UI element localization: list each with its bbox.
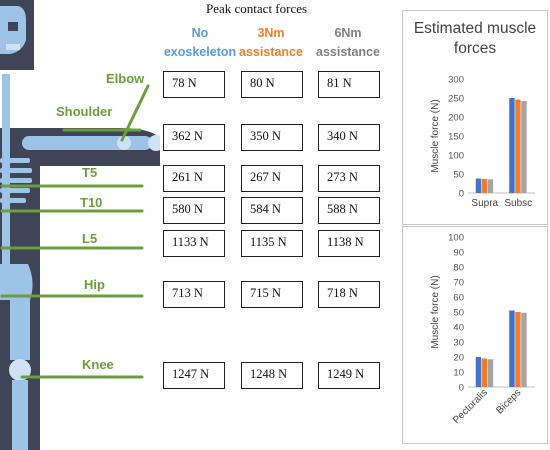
joint-label-t10: T10 (80, 195, 103, 210)
y-tick-label: 70 (453, 278, 464, 289)
value-knee-6nm: 1249 N (318, 362, 380, 389)
value-t10-6nm: 588 N (318, 197, 380, 224)
category-label: Biceps (494, 387, 523, 416)
column-header-line1: 3Nm (257, 26, 285, 40)
y-tick-label: 90 (453, 248, 464, 259)
chart-panel-top: Estimated muscle forces 0 50 100 150 200 250 3… (402, 10, 548, 225)
y-tick-label: 250 (448, 94, 464, 105)
value-l5-no-exo: 1133 N (163, 230, 225, 257)
value-shoulder-3nm: 350 N (241, 124, 303, 151)
bar-supra-series-2 (481, 178, 488, 193)
value-l5-6nm: 1138 N (318, 230, 380, 257)
column-header-line1: No (191, 26, 209, 40)
muscle-force-chart-top: 0 50 100 150 200 250 300 Muscle force (N) Supra S… (430, 75, 535, 209)
bar-pectoralis-series-2 (481, 358, 488, 387)
category-label: Supra (471, 198, 498, 209)
y-tick-label: 0 (459, 383, 464, 394)
value-knee-no-exo: 1247 N (163, 362, 225, 389)
joint-label-elbow: Elbow (106, 71, 145, 86)
value-t5-no-exo: 261 N (163, 165, 225, 192)
table-title: Peak contact forces (206, 1, 308, 16)
joint-label-shoulder: Shoulder (56, 104, 113, 119)
y-tick-label: 300 (448, 75, 464, 86)
value-t10-3nm: 584 N (241, 197, 303, 224)
y-tick-label: 100 (448, 151, 464, 162)
femur (10, 300, 30, 360)
column-header-line2: assistance (316, 45, 380, 59)
value-elbow-3nm: 80 N (241, 71, 303, 98)
column-header-3nm: 3Nm assistance (236, 24, 306, 62)
y-tick-label: 60 (453, 293, 464, 304)
y-axis-label: Muscle force (N) (430, 99, 441, 172)
muscle-force-chart-bottom: 0 10 20 30 40 50 60 70 80 90 100 Muscle force (N) Pe… (430, 233, 535, 426)
y-tick-label: 150 (448, 132, 464, 143)
bar-biceps-series-3 (521, 312, 527, 387)
y-tick-label: 30 (453, 338, 464, 349)
y-tick-label: 80 (453, 263, 464, 274)
joint-label-t5: T5 (82, 165, 98, 180)
column-header-line2: assistance (239, 45, 303, 59)
value-t10-no-exo: 580 N (163, 197, 225, 224)
spine (2, 74, 10, 274)
category-label: Subsc (504, 198, 532, 209)
y-tick-label: 40 (453, 323, 464, 334)
bar-subsc-series-3 (521, 101, 527, 193)
value-shoulder-no-exo: 362 N (163, 124, 225, 151)
value-elbow-6nm: 81 N (318, 71, 380, 98)
joint-label-l5: L5 (82, 231, 98, 246)
value-elbow-no-exo: 78 N (163, 71, 225, 98)
body-outline (0, 128, 160, 450)
y-tick-label: 200 (448, 113, 464, 124)
bar-biceps-series-1 (509, 310, 515, 387)
y-axis-label: Muscle force (N) (430, 275, 441, 348)
value-l5-3nm: 1135 N (241, 230, 303, 257)
y-tick-label: 100 (448, 233, 464, 244)
bar-pectoralis-series-3 (487, 359, 494, 387)
value-hip-3nm: 715 N (241, 281, 303, 308)
chart-panel-bottom: 0 10 20 30 40 50 60 70 80 90 100 Muscle force (N) Pe… (402, 226, 548, 444)
chart-title: Estimated muscle forces (413, 20, 537, 57)
bar-pectoralis-series-1 (475, 357, 482, 387)
jaw (6, 44, 20, 50)
hand-marker (148, 135, 160, 151)
y-tick-label: 50 (453, 308, 464, 319)
column-header-line1: 6Nm (334, 26, 362, 40)
upper-arm-bone (22, 136, 152, 150)
y-tick-label: 10 (453, 368, 464, 379)
rib-cage (0, 158, 32, 203)
joint-label-hip: Hip (84, 277, 105, 292)
column-header-6nm: 6Nm assistance (312, 24, 384, 62)
pelvis (0, 264, 33, 300)
skeleton-illustration (0, 0, 160, 450)
value-hip-6nm: 718 N (318, 281, 380, 308)
value-t5-3nm: 267 N (241, 165, 303, 192)
eye-socket (8, 22, 18, 31)
column-header-no-exoskeleton: No exoskeleton (158, 24, 242, 62)
category-label: Pectoralis (451, 387, 490, 426)
bar-subsc-series-2 (515, 99, 521, 193)
y-tick-label: 50 (453, 170, 464, 181)
joint-label-knee: Knee (82, 357, 114, 372)
value-hip-no-exo: 713 N (163, 281, 225, 308)
elbow-joint-marker (117, 136, 131, 150)
column-header-line2: exoskeleton (163, 45, 237, 59)
bar-subsc-series-1 (509, 98, 515, 193)
y-tick-label: 20 (453, 353, 464, 364)
bar-supra-series-1 (475, 178, 482, 193)
tibia (12, 380, 28, 450)
bar-supra-series-3 (487, 179, 494, 193)
value-knee-3nm: 1248 N (241, 362, 303, 389)
value-shoulder-6nm: 340 N (318, 124, 380, 151)
y-tick-label: 0 (459, 189, 464, 200)
bar-biceps-series-2 (515, 312, 521, 387)
value-t5-6nm: 273 N (318, 165, 380, 192)
